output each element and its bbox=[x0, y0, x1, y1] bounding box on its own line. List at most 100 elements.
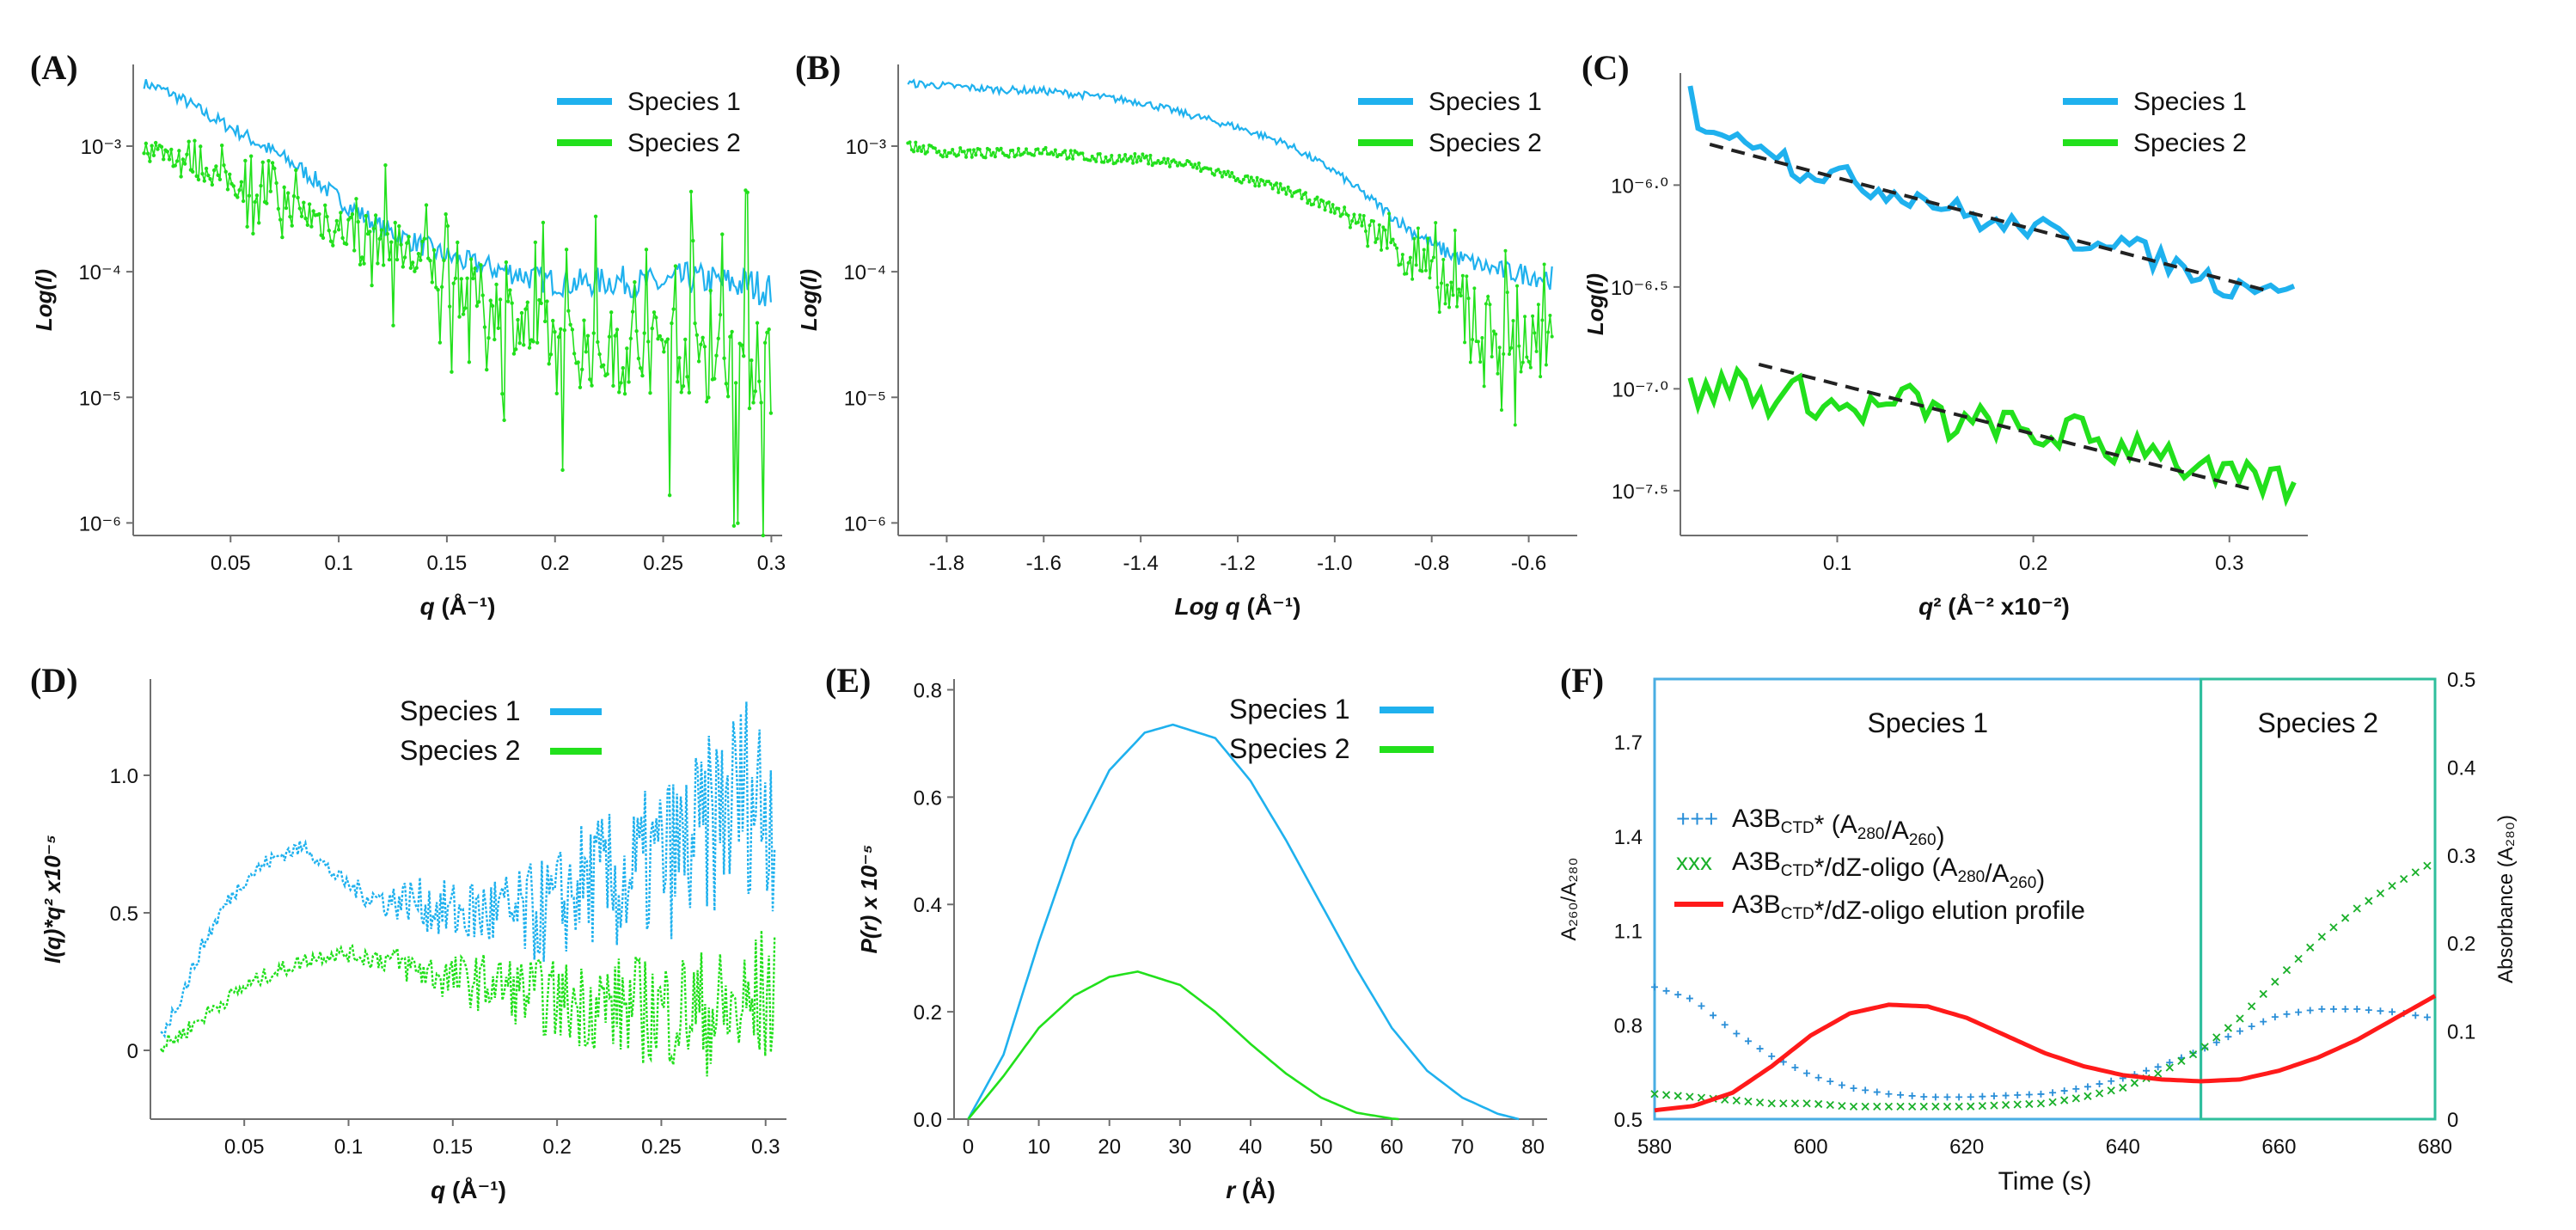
y-tick-label: 0.4 bbox=[914, 894, 942, 917]
species-2-point bbox=[389, 240, 394, 244]
species-2-point bbox=[671, 307, 676, 311]
y-tick-label: 0.0 bbox=[914, 1109, 942, 1132]
species-2-point bbox=[334, 218, 340, 223]
species-2-point bbox=[633, 280, 637, 285]
species-2-point bbox=[1497, 346, 1502, 350]
x-tick-label: 0.25 bbox=[641, 1135, 682, 1159]
species-2-point bbox=[1049, 150, 1054, 155]
species-2-point bbox=[755, 321, 760, 325]
series-1-marker bbox=[1908, 1092, 1916, 1099]
series-1-marker bbox=[1955, 1093, 1963, 1101]
species-2-point bbox=[1484, 302, 1488, 306]
legend-text-part: 260 bbox=[2010, 874, 2037, 892]
y-axis-label: I(q)*q² x10⁻⁵ bbox=[40, 835, 65, 964]
x-tick-label: 0.05 bbox=[211, 552, 251, 575]
species-2-point bbox=[621, 365, 625, 370]
species-2-point bbox=[1123, 152, 1128, 156]
species-2-point bbox=[1363, 229, 1368, 233]
x-tick-label: -1.0 bbox=[1317, 552, 1352, 575]
species-2-point bbox=[248, 154, 254, 158]
species-2-point bbox=[991, 150, 995, 155]
species-2-point bbox=[408, 266, 413, 271]
species-2-point bbox=[485, 367, 489, 372]
species-2-point bbox=[1343, 205, 1347, 210]
species-2-point bbox=[1011, 148, 1015, 152]
species-2-point bbox=[1346, 213, 1350, 217]
species-2-point bbox=[348, 215, 352, 220]
species-2-point bbox=[1426, 236, 1430, 241]
species-2-point bbox=[940, 155, 945, 159]
x-tick-label: 0 bbox=[963, 1135, 974, 1159]
species-1-line bbox=[1687, 85, 2296, 300]
species-2-point bbox=[1517, 344, 1521, 348]
series-2-marker bbox=[2329, 923, 2338, 932]
species-2-point bbox=[1482, 384, 1486, 389]
species-2-point bbox=[323, 203, 327, 208]
species-2-point bbox=[993, 155, 997, 159]
species-2-point bbox=[381, 263, 386, 267]
series-2-marker bbox=[2212, 1033, 2221, 1042]
series-2-marker bbox=[1767, 1099, 1776, 1108]
species-2-point bbox=[294, 168, 298, 173]
series-2-marker bbox=[2025, 1099, 2034, 1109]
x-tick-label: 0.3 bbox=[2215, 552, 2243, 575]
legend-label: Species 2 bbox=[1429, 129, 1542, 157]
species-2-point bbox=[1372, 219, 1375, 223]
species-2-point bbox=[231, 184, 236, 188]
species-2-point bbox=[278, 217, 283, 222]
species-2-point bbox=[694, 333, 700, 337]
series-2-marker bbox=[2060, 1096, 2069, 1105]
species-2-point bbox=[1422, 248, 1426, 252]
elution-profile-line bbox=[1654, 994, 2437, 1113]
species-2-point bbox=[1437, 310, 1441, 315]
species-2-point bbox=[1212, 173, 1216, 177]
species-2-point bbox=[145, 151, 150, 156]
species-2-point bbox=[615, 327, 620, 332]
species-2-point bbox=[1408, 255, 1412, 260]
species-2-point bbox=[625, 346, 629, 351]
y-tick-label-left: 0.5 bbox=[1614, 1109, 1643, 1132]
species-2-point bbox=[191, 169, 195, 174]
species-2-point bbox=[1307, 198, 1312, 202]
species-2-point bbox=[1232, 174, 1236, 179]
species-2-point bbox=[1366, 244, 1370, 248]
series-2-marker bbox=[1884, 1102, 1894, 1111]
panel-e: (E) 0 10 20 30 40 50 60 70 80 0.0 0.2 0.4 0.6 0.8 r (Å)… bbox=[825, 661, 1547, 1203]
species-2-point bbox=[1317, 205, 1321, 209]
series-2-marker bbox=[2259, 989, 2267, 999]
species-2-point bbox=[1496, 371, 1500, 376]
species-2-point bbox=[1457, 287, 1461, 291]
species-2-point bbox=[1323, 208, 1327, 212]
species-2-point bbox=[523, 307, 528, 311]
species-2-point bbox=[1276, 190, 1281, 194]
series-1-marker bbox=[1873, 1088, 1881, 1096]
x-tick-label: 680 bbox=[2418, 1135, 2452, 1159]
x-axis-label-unit: (Å) bbox=[1235, 1177, 1276, 1203]
species-2-point bbox=[431, 248, 437, 253]
species-2-point bbox=[516, 317, 520, 322]
y-axis-label: P(r) x 10⁻⁵ bbox=[856, 845, 882, 954]
species-2-point bbox=[467, 360, 472, 364]
species-2-point bbox=[217, 177, 223, 181]
species-2-point bbox=[196, 177, 201, 182]
species-2-point bbox=[280, 235, 285, 240]
series-1-marker bbox=[2365, 1007, 2372, 1014]
series-1-marker bbox=[1721, 1021, 1729, 1029]
species-2-point bbox=[416, 251, 421, 256]
species-2-point bbox=[1534, 349, 1539, 353]
series-1-marker bbox=[1920, 1093, 1928, 1101]
series-1-marker bbox=[1803, 1069, 1811, 1077]
species-2-point bbox=[383, 162, 388, 168]
species-2-point bbox=[299, 214, 304, 218]
species-2-point bbox=[762, 340, 768, 345]
species-2-point bbox=[265, 201, 269, 205]
species-2-point bbox=[551, 318, 555, 323]
species-2-point bbox=[1249, 175, 1253, 180]
species-2-point bbox=[768, 411, 774, 415]
species-2-point bbox=[582, 318, 586, 322]
series-2-marker bbox=[2224, 1024, 2233, 1032]
species-2-point bbox=[1321, 199, 1325, 204]
legend-label: A3BCTD*/dZ-oligo (A280/A260) bbox=[1732, 848, 2045, 894]
legend-label: Species 1 bbox=[1429, 88, 1542, 116]
